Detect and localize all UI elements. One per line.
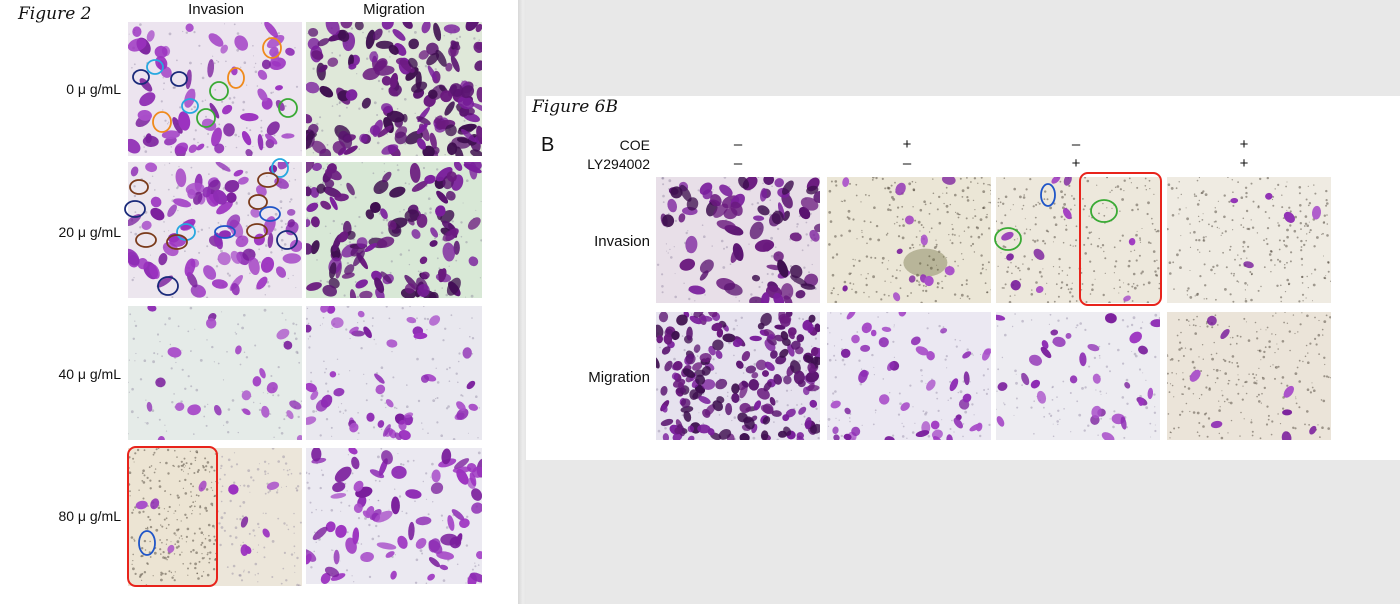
highlight-circle	[209, 81, 229, 101]
ly294002-value: +	[1239, 155, 1249, 172]
ly294002-value: –	[733, 155, 743, 172]
micrograph-migration-40	[306, 306, 482, 440]
micrograph-migration-0	[306, 22, 482, 156]
highlight-circle	[138, 530, 156, 556]
highlight-circle	[227, 67, 245, 89]
highlight-circle	[1040, 183, 1056, 207]
red-highlight-box	[127, 446, 218, 587]
coe-value: +	[902, 136, 912, 153]
highlight-circle	[166, 234, 188, 250]
highlight-circle	[152, 111, 172, 133]
row-label-invasion: Invasion	[594, 233, 650, 250]
condition-label-ly294002: LY294002	[587, 156, 650, 172]
micrograph-migration-20	[306, 162, 482, 298]
highlight-circle	[276, 230, 298, 250]
highlight-circle	[196, 108, 216, 128]
micrograph-invasion-80-a	[128, 448, 216, 586]
highlight-circle	[246, 223, 268, 239]
highlight-circle	[132, 69, 150, 85]
row-label-40: 40 μ g/mL	[58, 366, 121, 382]
figure-2-annotations	[124, 37, 298, 556]
coe-value: +	[1239, 136, 1249, 153]
figure-6b-annotations	[994, 183, 1118, 251]
row-label-0: 0 μ g/mL	[66, 81, 121, 97]
ly294002-value: +	[1071, 155, 1081, 172]
highlight-circle	[124, 200, 146, 218]
condition-label-coe: COE	[619, 137, 650, 153]
coe-value: –	[733, 136, 743, 153]
row-label-migration: Migration	[588, 369, 650, 386]
highlight-circle	[157, 276, 179, 296]
micrograph-migration-coe-ly294002	[1167, 312, 1331, 440]
column-header-invasion: Invasion	[188, 1, 244, 18]
ly294002-value: –	[902, 155, 912, 172]
highlight-circle	[1090, 199, 1118, 223]
highlight-circle	[278, 98, 298, 118]
micrograph-migration-coe	[827, 312, 991, 440]
micrograph-migration-control	[656, 312, 820, 440]
row-label-80: 80 μ g/mL	[58, 508, 121, 524]
highlight-circle	[214, 225, 236, 239]
highlight-circle	[181, 98, 199, 114]
figure-2-title: Figure 2	[18, 4, 92, 24]
micrograph-migration-80	[306, 448, 482, 584]
micrograph-invasion-40	[128, 306, 302, 440]
micrograph-invasion-control	[656, 177, 820, 303]
highlight-circle	[259, 206, 281, 222]
panel-letter: B	[541, 134, 555, 156]
highlight-circle	[248, 194, 268, 210]
micrograph-invasion-0	[128, 22, 302, 156]
highlight-circle	[170, 71, 188, 87]
micrograph-migration-ly294002	[996, 312, 1160, 440]
highlight-circle	[257, 172, 279, 188]
micrograph-invasion-80-b	[216, 448, 302, 586]
micrograph-invasion-ly294002	[996, 177, 1160, 303]
red-highlight-box	[1079, 172, 1162, 306]
micrograph-invasion-coe-ly294002	[1167, 177, 1331, 303]
micrograph-invasion-coe	[827, 177, 991, 303]
highlight-circle	[135, 232, 157, 248]
coe-value: –	[1071, 136, 1081, 153]
highlight-circle	[129, 179, 149, 195]
row-label-20: 20 μ g/mL	[58, 224, 121, 240]
highlight-circle	[271, 158, 289, 178]
figure-6b-title: Figure 6B	[532, 97, 618, 117]
split-divider[interactable]	[518, 0, 526, 604]
highlight-circle	[146, 59, 164, 75]
highlight-circle	[262, 37, 282, 59]
column-header-migration: Migration	[363, 1, 425, 18]
highlight-circle	[994, 227, 1022, 251]
